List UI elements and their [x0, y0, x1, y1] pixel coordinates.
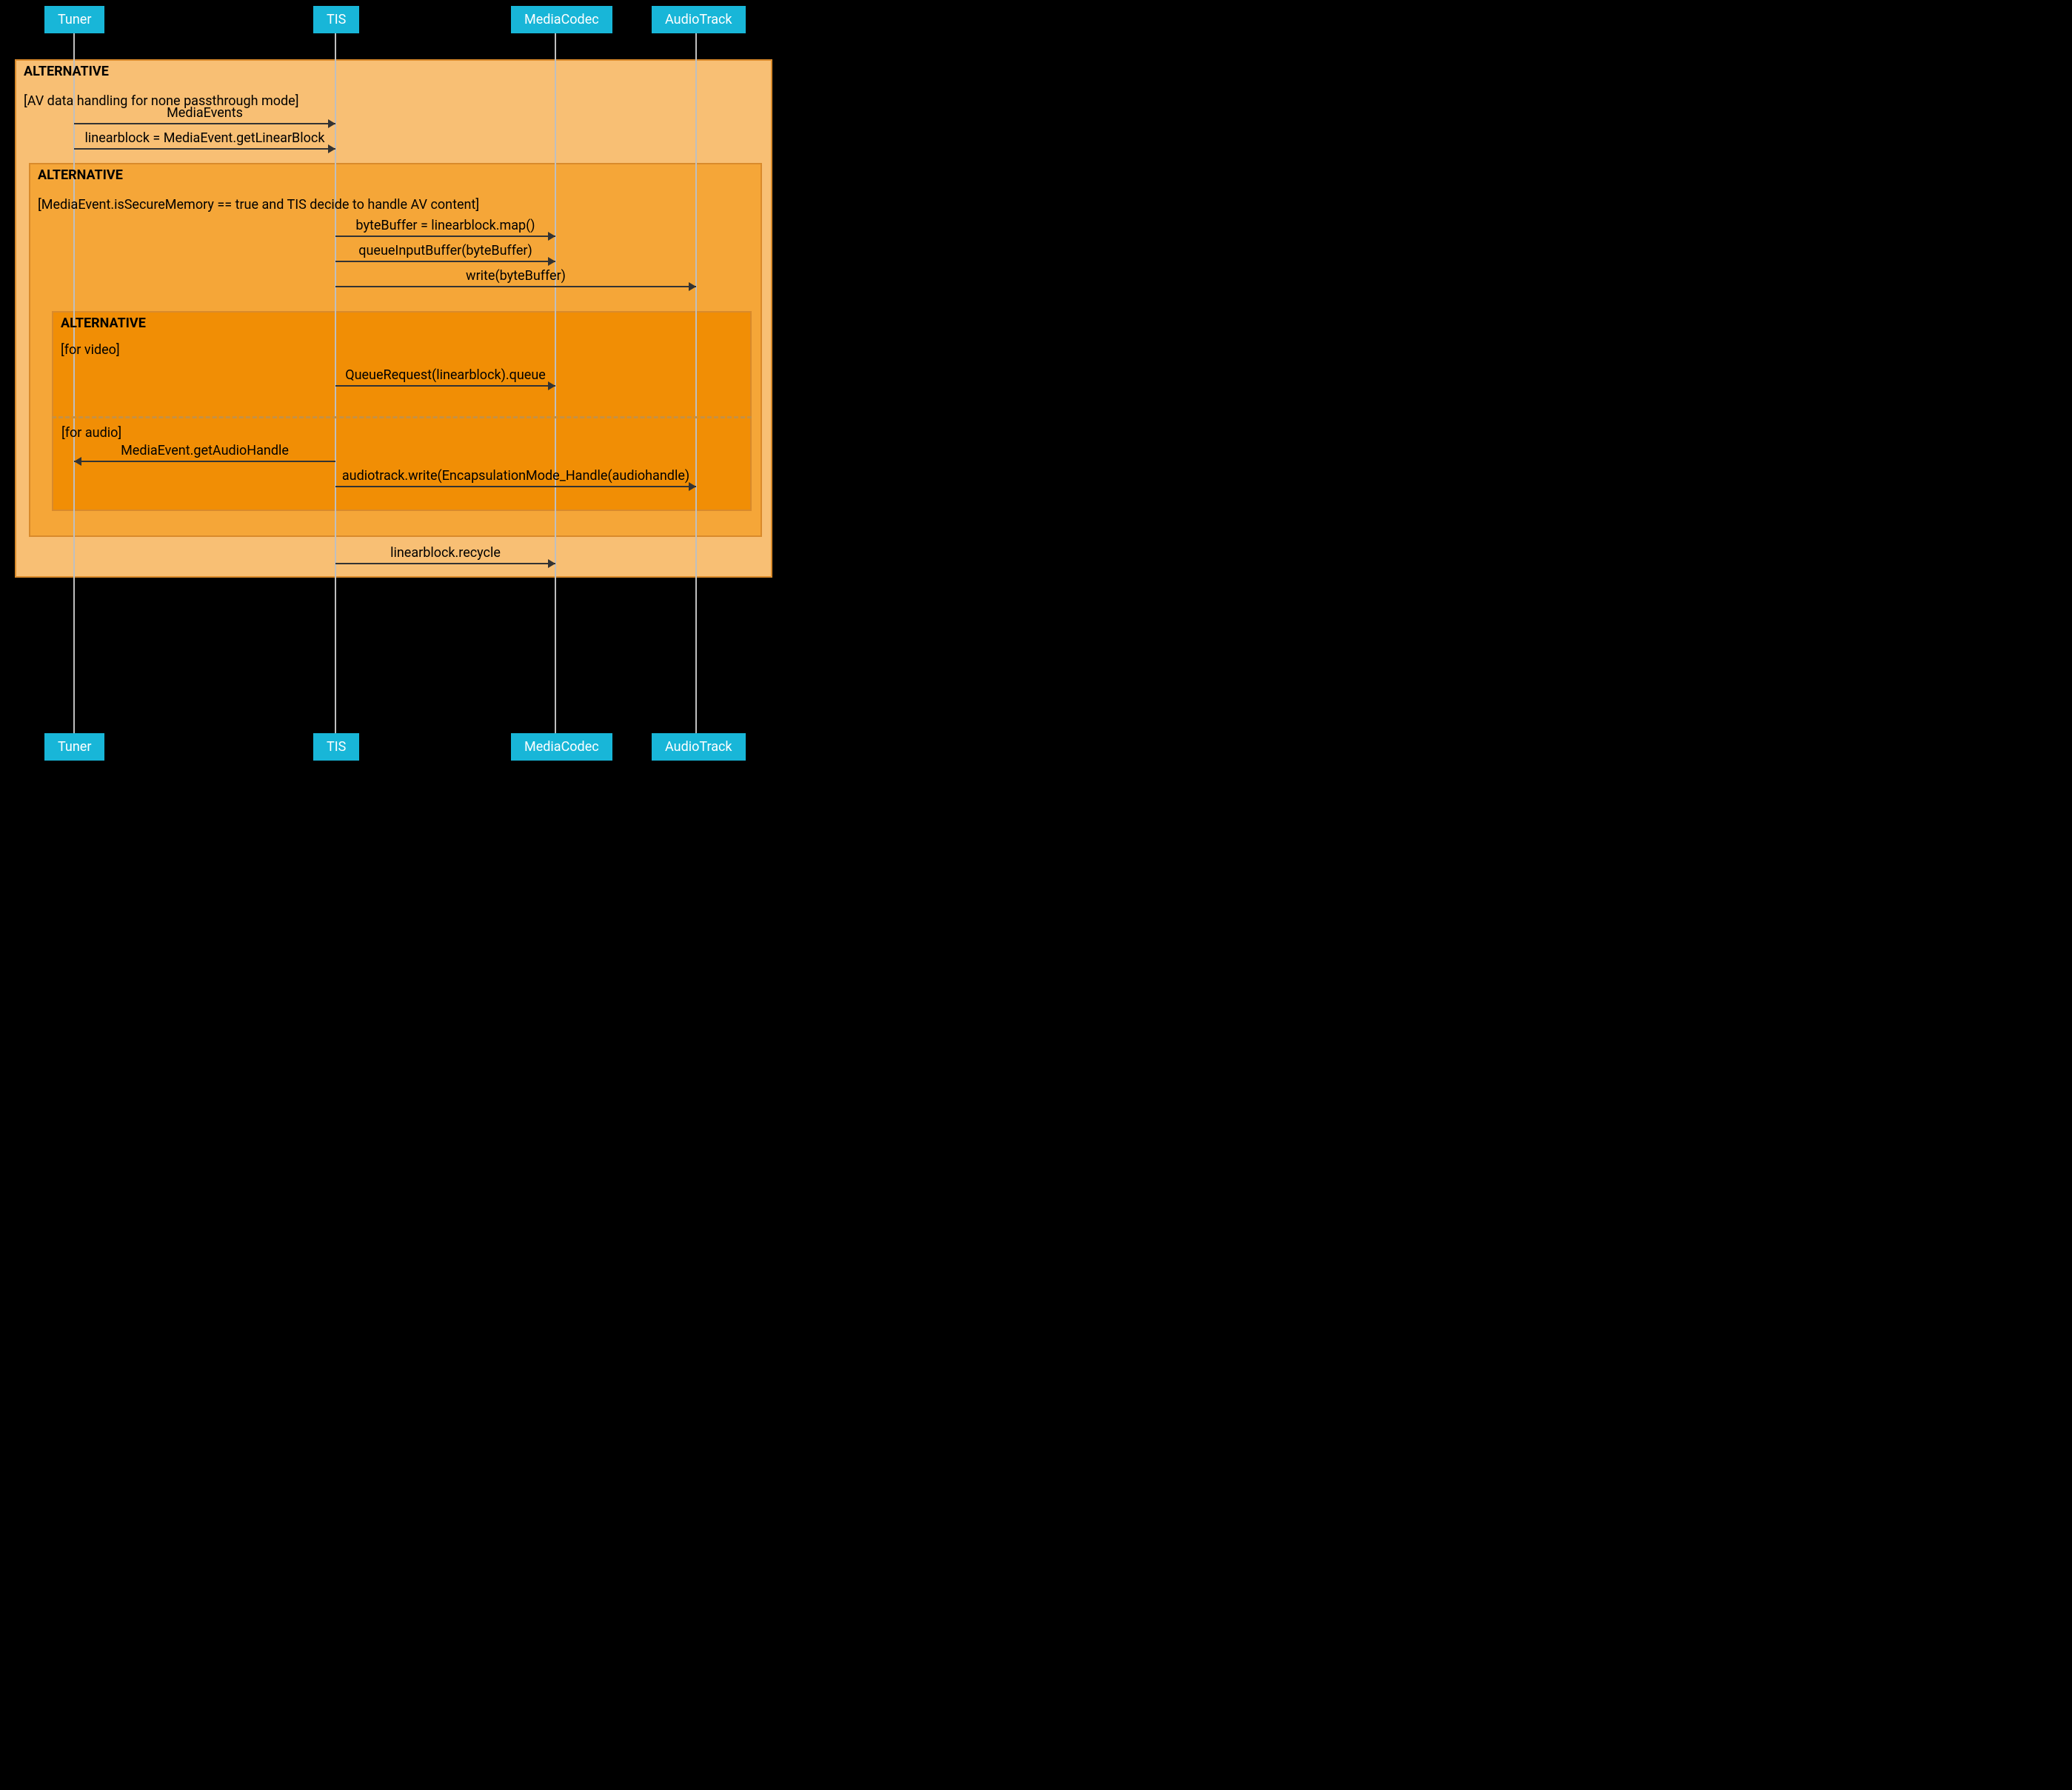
sequence-diagram: ALTERNATIVE [AV data handling for none pa…	[0, 0, 889, 770]
message-label: MediaEvents	[167, 105, 243, 121]
message-line	[335, 286, 696, 287]
message-line	[335, 385, 555, 387]
arrow-right-icon	[548, 559, 555, 568]
lifeline-audiotrack	[695, 33, 697, 733]
arrow-right-icon	[548, 232, 555, 241]
participant-tis: TIS	[313, 6, 359, 33]
message-line	[335, 486, 696, 487]
message-line	[74, 148, 335, 150]
lifeline-tis	[335, 33, 336, 733]
arrow-right-icon	[548, 257, 555, 266]
alt-divider	[52, 416, 752, 418]
alt-condition: [for video]	[61, 342, 120, 358]
alt-condition: [MediaEvent.isSecureMemory == true and T…	[38, 197, 479, 213]
arrow-right-icon	[328, 119, 335, 128]
message-label: linearblock = MediaEvent.getLinearBlock	[85, 130, 325, 146]
message-label: linearblock.recycle	[390, 545, 501, 561]
participant-audiotrack: AudioTrack	[652, 733, 746, 761]
arrow-left-icon	[74, 457, 81, 466]
participant-audiotrack: AudioTrack	[652, 6, 746, 33]
participant-mediacodec: MediaCodec	[511, 733, 612, 761]
participant-tis: TIS	[313, 733, 359, 761]
participant-tuner: Tuner	[44, 733, 104, 761]
message-label: byteBuffer = linearblock.map()	[355, 218, 535, 233]
participant-mediacodec: MediaCodec	[511, 6, 612, 33]
lifeline-tuner	[73, 33, 75, 733]
message-label: audiotrack.write(EncapsulationMode_Handl…	[342, 468, 689, 484]
alt-title: ALTERNATIVE	[38, 167, 123, 183]
alt-title: ALTERNATIVE	[61, 315, 146, 331]
participant-tuner: Tuner	[44, 6, 104, 33]
message-line	[335, 261, 555, 262]
alt-title: ALTERNATIVE	[24, 64, 109, 79]
message-line	[74, 123, 335, 124]
arrow-right-icon	[689, 282, 696, 291]
alt-condition: [AV data handling for none passthrough m…	[24, 93, 298, 109]
message-label: QueueRequest(linearblock).queue	[345, 367, 546, 383]
message-label: queueInputBuffer(byteBuffer)	[358, 243, 532, 258]
message-line	[74, 461, 335, 462]
message-label: MediaEvent.getAudioHandle	[121, 443, 289, 458]
message-line	[335, 563, 555, 564]
message-label: write(byteBuffer)	[466, 268, 566, 284]
message-line	[335, 236, 555, 237]
arrow-right-icon	[548, 381, 555, 390]
arrow-right-icon	[328, 144, 335, 153]
arrow-right-icon	[689, 482, 696, 491]
alt-condition: [for audio]	[61, 425, 121, 441]
